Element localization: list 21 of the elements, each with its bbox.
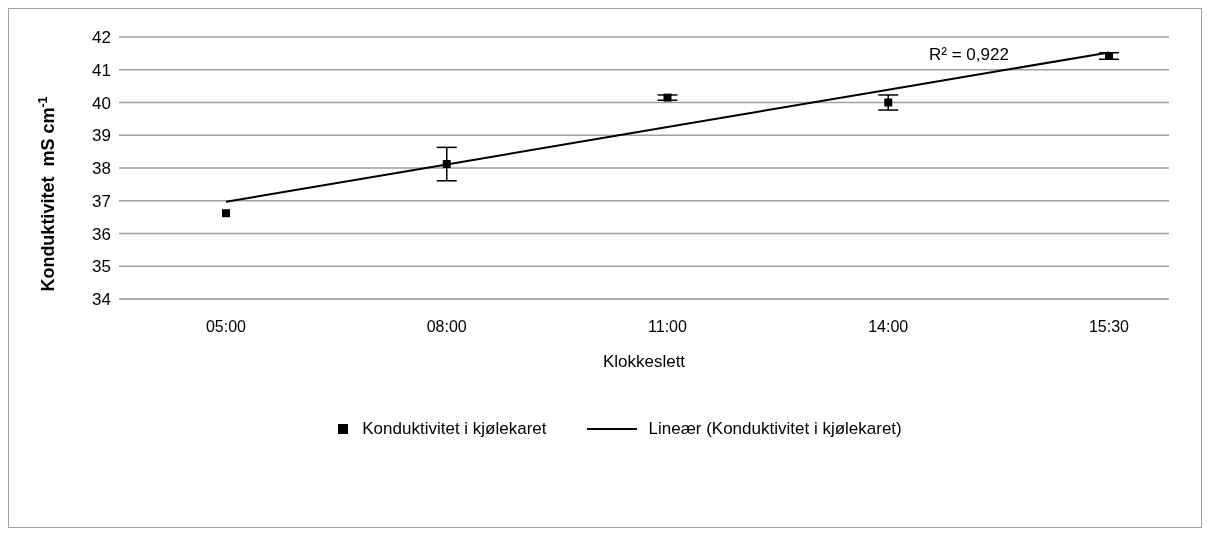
x-tick-label: 11:00 [648, 318, 688, 336]
legend-label: Lineær (Konduktivitet i kjølekaret) [648, 419, 902, 439]
y-tick-label: 41 [92, 60, 111, 80]
y-tick-label: 40 [92, 93, 111, 113]
x-tick-label: 08:00 [426, 318, 467, 336]
x-tick-label: 05:00 [205, 318, 247, 336]
y-tick-label: 35 [92, 257, 111, 277]
y-tick-label: 42 [92, 28, 111, 48]
y-tick-label: 34 [92, 290, 111, 310]
x-axis-title: Klokkeslett [602, 352, 686, 371]
legend-label: Konduktivitet i kjølekaret [362, 419, 547, 439]
annotation: R² = 0,922 [929, 45, 1009, 65]
y-tick-label: 36 [92, 224, 111, 244]
y-tick-label: 38 [92, 159, 111, 179]
y-tick-label: 39 [92, 126, 111, 146]
x-tick-label: 14:00 [868, 318, 909, 336]
point [884, 98, 893, 107]
point [442, 160, 451, 169]
y-tick-label: 37 [92, 191, 111, 211]
point [222, 209, 230, 218]
x-tick-label: 15:30 [1088, 318, 1130, 336]
